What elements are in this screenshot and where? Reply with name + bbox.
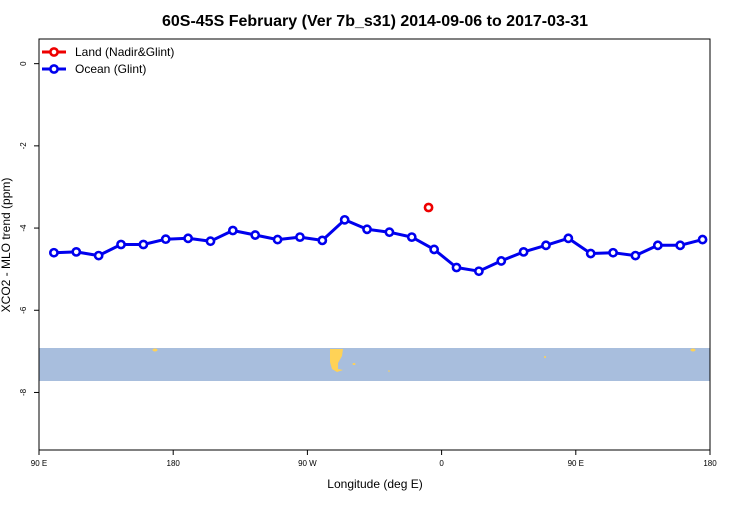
data-point <box>518 246 529 257</box>
data-point <box>227 225 238 236</box>
data-point <box>295 232 305 243</box>
chart-title: 60S-45S February (Ver 7b_s31) 2014-09-06… <box>162 13 588 30</box>
y-tick-label: -8 <box>19 388 28 396</box>
data-point <box>362 224 372 235</box>
legend-label: Land (Nadir&Glint) <box>75 45 174 59</box>
data-point <box>250 230 261 240</box>
series-land-nadir-glint <box>423 202 434 213</box>
y-axis-label: XCO2 - MLO trend (ppm) <box>0 178 13 313</box>
data-point <box>49 247 59 258</box>
data-point <box>429 244 440 255</box>
legend-marker <box>49 47 59 57</box>
y-axis: 0 -2 -4 -6 -8 <box>19 61 39 396</box>
map-land-new-zealand <box>152 348 158 352</box>
data-point <box>384 227 395 238</box>
x-tick-label: 0 <box>439 459 444 468</box>
data-point <box>451 262 462 273</box>
data-point <box>317 235 328 246</box>
series-ocean-glint <box>49 214 708 277</box>
legend-label: Ocean (Glint) <box>75 62 146 76</box>
x-tick-label: 90 E <box>568 459 584 468</box>
legend-marker <box>49 64 59 74</box>
data-point <box>272 234 283 245</box>
map-land-island <box>544 356 546 358</box>
data-point <box>93 250 104 261</box>
data-point <box>585 248 596 259</box>
x-tick-label: 90 E <box>31 459 47 468</box>
y-tick-label: -2 <box>19 142 28 150</box>
legend: Land (Nadir&Glint) Ocean (Glint) <box>42 45 174 76</box>
data-point <box>138 239 149 250</box>
data-point <box>608 247 618 258</box>
data-point <box>675 240 686 251</box>
data-point <box>160 234 171 245</box>
map-land-new-zealand-east <box>690 348 696 352</box>
x-axis: 90 E 180 90 W 0 90 E 180 <box>31 450 717 468</box>
series-layer <box>49 202 708 277</box>
map-land-south-georgia <box>388 370 390 372</box>
data-point <box>339 214 350 225</box>
x-tick-label: 180 <box>167 459 181 468</box>
map-band-ocean <box>39 348 710 381</box>
data-point <box>406 232 417 243</box>
data-point <box>473 266 484 277</box>
data-point <box>423 202 434 213</box>
map-land <box>152 348 696 372</box>
legend-item: Ocean (Glint) <box>42 62 146 76</box>
y-tick-label: -4 <box>19 224 28 232</box>
data-point <box>563 233 574 244</box>
legend-item: Land (Nadir&Glint) <box>42 45 174 59</box>
x-tick-label: 180 <box>703 459 717 468</box>
data-point <box>71 246 82 257</box>
data-point <box>541 240 551 251</box>
map-land-south-america <box>330 349 343 372</box>
x-axis-label: Longitude (deg E) <box>327 477 422 491</box>
map-land-falklands <box>352 363 356 365</box>
data-point <box>183 233 194 244</box>
data-point <box>205 236 216 247</box>
x-tick-label: 90 W <box>298 459 317 468</box>
data-point <box>652 240 663 251</box>
data-point <box>630 250 641 261</box>
y-tick-label: 0 <box>19 61 28 66</box>
plot-frame <box>38 38 711 451</box>
y-tick-label: -6 <box>19 306 28 314</box>
data-point <box>697 234 708 245</box>
data-point <box>496 256 507 266</box>
series-line <box>53 218 703 273</box>
data-point <box>116 239 126 250</box>
